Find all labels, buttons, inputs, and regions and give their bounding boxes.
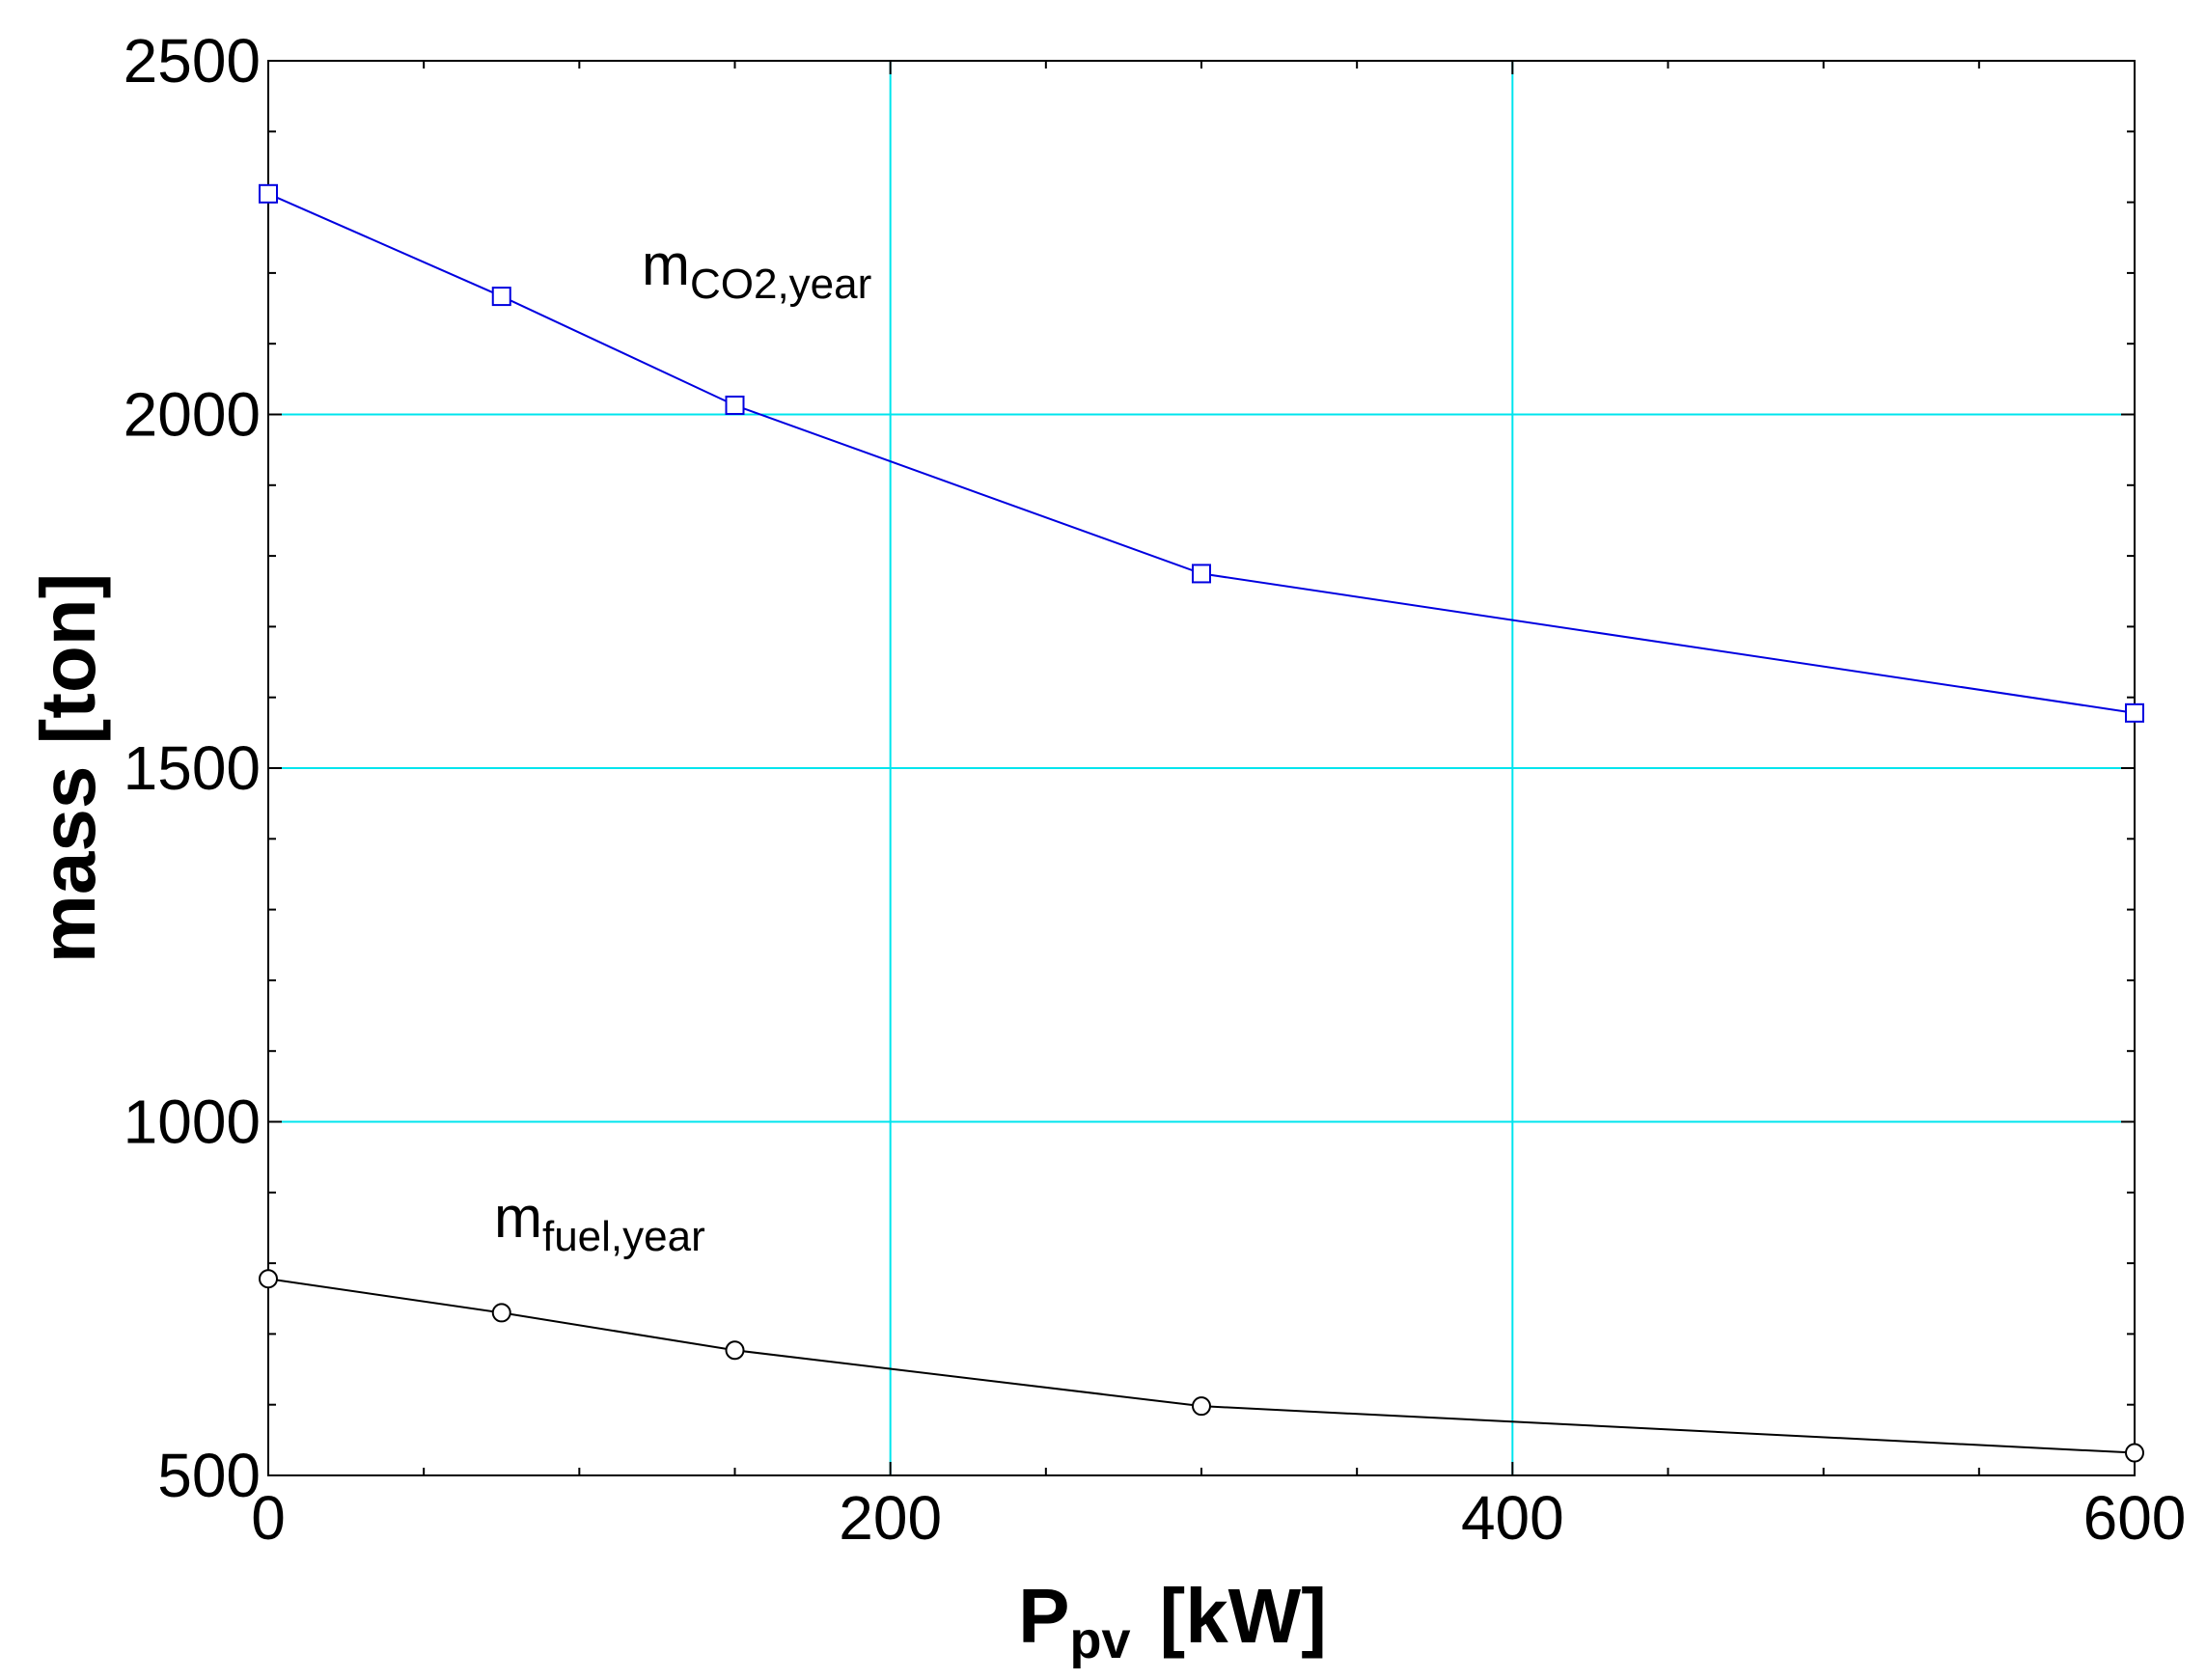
x-axis-title: Ppv [kW] bbox=[1018, 1573, 1327, 1669]
y-axis-title: mass [ton] bbox=[25, 573, 111, 964]
series-label-1: mfuel,year bbox=[494, 1185, 705, 1260]
x-axis-title-main: P bbox=[1018, 1573, 1069, 1659]
x-axis-title-sub: pv bbox=[1070, 1611, 1131, 1669]
data-point-circle bbox=[2125, 1443, 2144, 1463]
data-point-square bbox=[1192, 564, 1211, 584]
y-tick-label: 1000 bbox=[124, 1088, 261, 1157]
series-line-1 bbox=[267, 1278, 2136, 1454]
y-tick-label: 1500 bbox=[124, 733, 261, 803]
series-label-sub: fuel,year bbox=[542, 1213, 705, 1260]
series-label-0: mCO2,year bbox=[642, 233, 871, 308]
series-layer bbox=[259, 183, 2144, 1463]
series-label-main: m bbox=[642, 233, 690, 297]
data-point-circle bbox=[1192, 1396, 1211, 1417]
series-label-sub: CO2,year bbox=[690, 261, 871, 308]
x-tick-label: 0 bbox=[251, 1483, 286, 1553]
data-point-square bbox=[491, 287, 511, 307]
data-point-circle bbox=[491, 1303, 511, 1323]
series-line-0 bbox=[267, 192, 2136, 714]
grid bbox=[268, 61, 2135, 1475]
data-point-square bbox=[725, 395, 745, 415]
x-tick-label: 600 bbox=[2083, 1483, 2187, 1553]
x-tick-label: 200 bbox=[839, 1483, 942, 1553]
data-point-circle bbox=[725, 1340, 745, 1361]
y-tick-label: 500 bbox=[157, 1441, 261, 1510]
data-point-circle bbox=[259, 1269, 278, 1289]
series-label-main: m bbox=[494, 1185, 542, 1250]
tick-labels: 0 200 400 600 500 1000 1500 2000 2500 bbox=[124, 26, 2187, 1553]
ticks bbox=[267, 60, 2136, 1476]
data-point-square bbox=[259, 183, 278, 204]
data-point-square bbox=[2125, 702, 2144, 723]
y-tick-label: 2000 bbox=[124, 380, 261, 450]
x-axis-title-unit: [kW] bbox=[1160, 1573, 1327, 1659]
y-tick-label: 2500 bbox=[124, 26, 261, 96]
x-tick-label: 400 bbox=[1461, 1483, 1564, 1553]
